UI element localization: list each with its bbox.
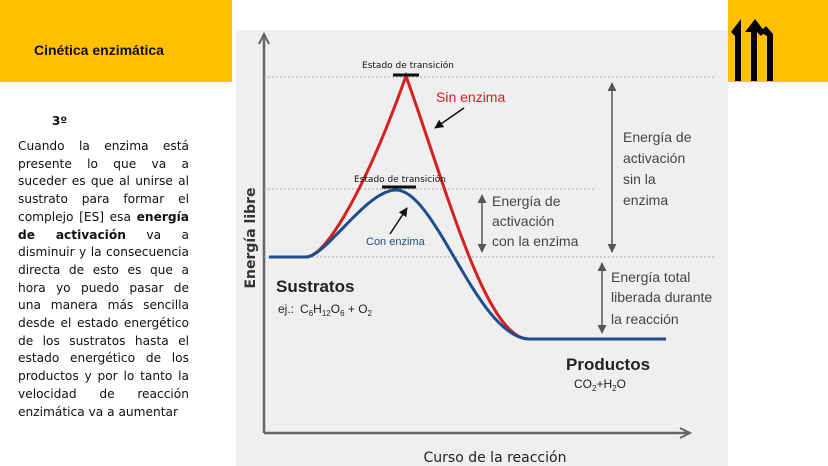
university-logo-icon: [731, 19, 773, 81]
text-total-energy: Energía total liberada durante la reacci…: [611, 269, 716, 327]
label-productos-formula: CO2+H2O: [574, 377, 626, 393]
bold-term: energía de activación: [18, 209, 189, 242]
y-axis-arrowhead: [258, 31, 270, 45]
label-sustratos-example: ej.: C6H12O6 + O2: [278, 302, 373, 318]
label-sin-enzima: Sin enzima: [436, 89, 505, 105]
curve-sin-enzima: [269, 71, 666, 341]
energy-diagram: Estado de transición Estado de transició…: [236, 30, 728, 466]
transition-state-label-top: Estado de transición: [362, 60, 454, 71]
page-title: Cinética enzimática: [34, 42, 164, 58]
text-activation-sin: Energía de activación sin la enzima: [623, 129, 695, 208]
step-number: 3º: [52, 114, 68, 128]
label-con-enzima: Con enzima: [366, 236, 426, 248]
header-band: [0, 0, 232, 82]
logo-band: [728, 0, 828, 82]
x-axis-label: Curso de la reacción: [424, 450, 567, 466]
curve-con-enzima: [269, 188, 666, 341]
transition-state-label-mid: Estado de transición: [354, 174, 446, 185]
y-axis-label: Energía libre: [243, 187, 259, 288]
explanation-paragraph: Cuando la enzima está presente lo que va…: [18, 139, 189, 419]
label-sustratos: Sustratos: [276, 277, 354, 296]
x-axis-arrowhead: [679, 427, 693, 439]
arrow-con-enzima: [389, 207, 408, 235]
text-activation-con: Energía de activación con la enzima: [492, 193, 579, 249]
arrow-sin-enzima: [434, 107, 465, 129]
label-productos: Productos: [566, 355, 650, 374]
